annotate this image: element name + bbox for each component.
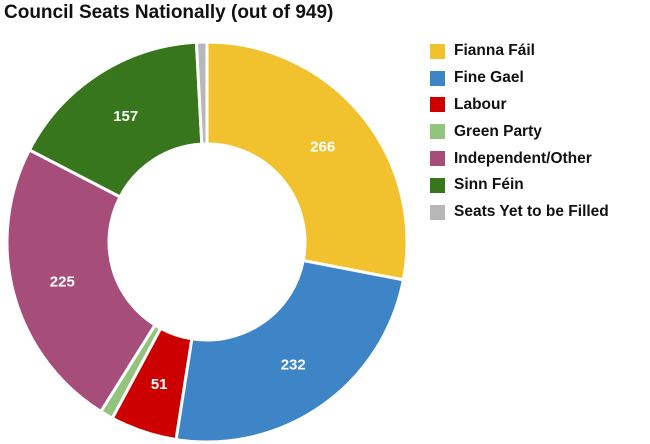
slice-fianna-f-il (205, 40, 409, 282)
legend-swatch (430, 97, 445, 113)
data-label: 266 (310, 138, 335, 155)
slice-seats-yet-to-be-filled (194, 40, 209, 146)
donut-chart: 266 232 51 225 157 (5, 40, 409, 444)
legend-swatch (430, 204, 445, 220)
legend-item: Labour (430, 92, 609, 119)
slice-independent-other (5, 147, 158, 414)
legend-swatch (430, 124, 445, 140)
data-label: 51 (151, 376, 168, 393)
legend-item: Independent/Other (430, 145, 609, 172)
data-label: 225 (50, 274, 75, 291)
legend-swatch (430, 177, 445, 193)
legend-label: Labour (454, 95, 507, 113)
legend-label: Independent/Other (454, 149, 592, 167)
legend-swatch (430, 70, 445, 86)
legend-item: Sinn Féin (430, 172, 609, 199)
legend: Fianna Fáil Fine Gael Labour Green Party Ind… (430, 38, 609, 226)
chart-title: Council Seats Nationally (out of 949) (4, 2, 334, 23)
legend-item: Fine Gael (430, 65, 609, 92)
legend-label: Green Party (454, 122, 542, 140)
data-label: 232 (281, 357, 306, 374)
slice-fine-gael (174, 258, 406, 444)
legend-item: Seats Yet to be Filled (430, 199, 609, 226)
data-label: 157 (113, 108, 138, 125)
legend-label: Sinn Féin (454, 176, 524, 194)
legend-label: Fine Gael (454, 69, 524, 87)
legend-label: Seats Yet to be Filled (454, 203, 609, 221)
legend-item: Fianna Fáil (430, 38, 609, 65)
legend-label: Fianna Fáil (454, 42, 535, 60)
legend-item: Green Party (430, 118, 609, 145)
slice-sinn-f-in (27, 40, 204, 199)
legend-swatch (430, 43, 445, 59)
legend-swatch (430, 151, 445, 167)
